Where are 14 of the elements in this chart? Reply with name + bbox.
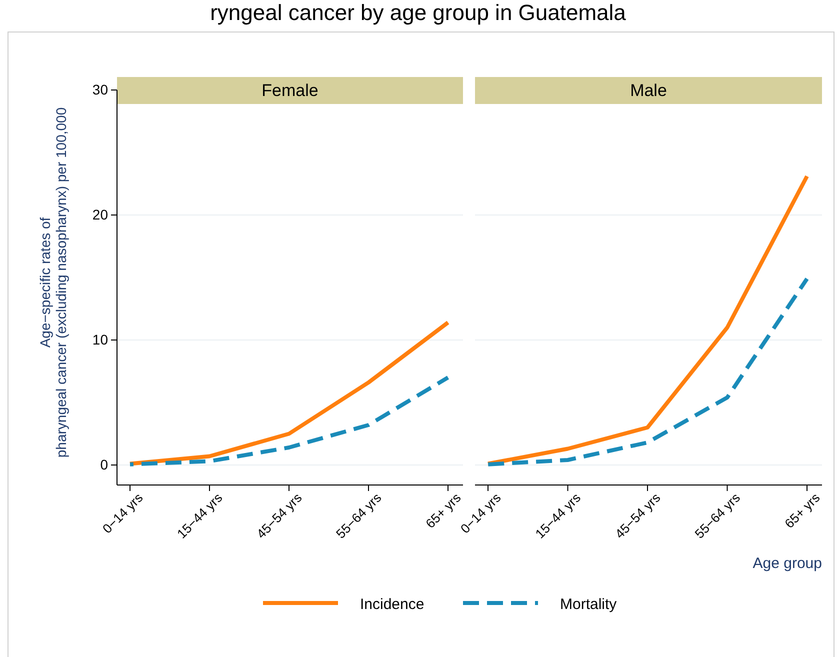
line-series [128, 320, 450, 466]
chart-title: ryngeal cancer by age group in Guatemala [210, 0, 627, 25]
line-series [128, 376, 450, 466]
legend-label: Incidence [360, 596, 424, 613]
y-tick-label: 20 [92, 206, 108, 222]
chart-subtitle: Female [262, 81, 318, 100]
x-tick-label: 65+ yrs [782, 490, 824, 532]
legend-label: Mortality [560, 596, 618, 613]
x-axis-title: Age group [752, 555, 822, 572]
y-tick-label: 0 [100, 456, 108, 472]
y-tick-label: 30 [92, 81, 108, 98]
y-tick-label: 10 [92, 331, 108, 348]
chart-subtitle: Male [630, 81, 667, 100]
y-axis-title: Age−specific rates of pharyngeal cancer (excluding nasopharynx) per 100,000 [37, 107, 69, 458]
